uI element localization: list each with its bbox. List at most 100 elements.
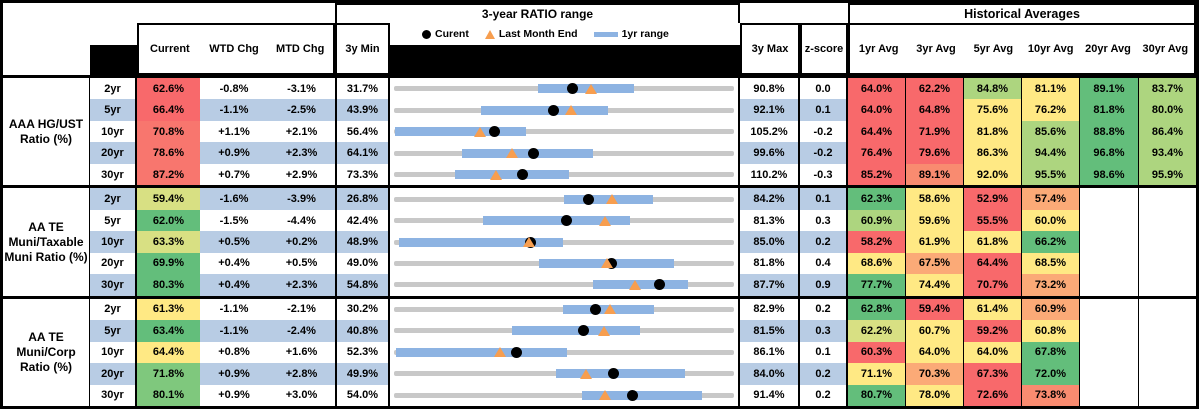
10yr-avg-cell: 60.0%	[1022, 209, 1080, 232]
table-row: 30yr 80.1% +0.9% +3.0% 54.0% 91.4% 0.2 80.7% 78.…	[90, 384, 1196, 406]
10yr-avg-cell: 76.2%	[1022, 99, 1080, 121]
table-row: 20yr 69.9% +0.4% +0.5% 49.0% 81.8% 0.4 68.6% 67.…	[90, 252, 1196, 275]
3y-max-cell: 81.3%	[740, 209, 800, 232]
group-label: AAA HG/UST Ratio (%)	[3, 78, 90, 186]
wtd-chg-cell: +0.7%	[200, 163, 268, 186]
average-columns-header: 1yr Avg 3yr Avg 5yr Avg 10yr Avg 20yr Av…	[848, 23, 1196, 75]
30yr-avg-cell	[1139, 298, 1196, 321]
5yr-avg-cell: 64.4%	[964, 252, 1022, 275]
table-body: AAA HG/UST Ratio (%) 2yr 62.6% -0.8% -3.1% 31…	[3, 78, 1196, 406]
mtd-chg-cell: -3.1%	[268, 78, 335, 100]
5yr-avg-cell: 75.6%	[964, 99, 1022, 121]
10yr-avg-cell: 85.6%	[1022, 120, 1080, 143]
chart-column-header: Curent Last Month End 1yr range	[390, 23, 740, 75]
3y-max-column-header: 3y Max	[740, 23, 800, 75]
3yr-avg-cell: 60.7%	[906, 320, 964, 342]
3yr-avg-cell: 78.0%	[906, 384, 964, 406]
3y-min-cell: 64.1%	[335, 142, 390, 164]
1yr-avg-cell: 68.6%	[848, 252, 906, 275]
current-value-cell: 87.2%	[137, 163, 200, 186]
wtd-chg-cell: +0.9%	[200, 384, 268, 406]
20yr-avg-cell	[1080, 363, 1139, 385]
range-chart-cell	[390, 142, 740, 164]
1yr-range-bar	[396, 347, 567, 357]
20yr-avg-column-header: 20yr Avg	[1085, 43, 1131, 55]
range-bar-icon	[593, 31, 618, 37]
z-score-cell: 0.2	[800, 298, 848, 321]
last-month-end-marker	[598, 325, 611, 336]
range-chart-cell	[390, 120, 740, 143]
5yr-avg-cell: 61.8%	[964, 231, 1022, 253]
tenor-cell: 5yr	[90, 209, 137, 232]
3yr-avg-cell: 58.6%	[906, 188, 964, 210]
3y-max-cell: 81.5%	[740, 320, 800, 342]
3y-max-cell: 82.9%	[740, 298, 800, 321]
range-chart-cell	[390, 78, 740, 100]
last-month-end-marker	[579, 368, 592, 379]
table-row: 30yr 80.3% +0.4% +2.3% 54.8% 87.7% 0.9 77.7% 74.…	[90, 274, 1196, 296]
5yr-avg-cell: 52.9%	[964, 188, 1022, 210]
3y-max-cell: 81.8%	[740, 252, 800, 275]
current-value-cell: 78.6%	[137, 142, 200, 164]
current-marker	[567, 83, 579, 95]
current-value-cell: 66.4%	[137, 99, 200, 121]
wtd-chg-cell: -0.8%	[200, 78, 268, 100]
30yr-avg-cell: 95.9%	[1139, 163, 1196, 186]
wtd-chg-cell: +0.9%	[200, 142, 268, 164]
chart-legend: Curent Last Month End 1yr range	[390, 23, 740, 45]
tenor-column-header-black-cell	[90, 45, 137, 75]
change-columns-header: Current WTD Chg MTD Chg	[137, 23, 335, 75]
20yr-avg-cell	[1080, 384, 1139, 406]
z-score-cell: -0.3	[800, 163, 848, 186]
z-score-cell: 0.1	[800, 99, 848, 121]
10yr-avg-column-header: 10yr Avg	[1027, 43, 1074, 55]
30yr-avg-cell	[1139, 363, 1196, 385]
tenor-cell: 30yr	[90, 384, 137, 406]
tenor-cell: 30yr	[90, 163, 137, 186]
3y-min-cell: 56.4%	[335, 120, 390, 143]
mtd-chg-cell: +2.3%	[268, 274, 335, 296]
20yr-avg-cell	[1080, 188, 1139, 210]
last-month-end-marker	[474, 126, 487, 137]
3yr-avg-cell: 89.1%	[906, 163, 964, 186]
1yr-avg-cell: 62.2%	[848, 320, 906, 342]
group-rows: 2yr 62.6% -0.8% -3.1% 31.7% 90.8% 0.0 64.0% 62.2…	[90, 78, 1196, 186]
current-marker	[548, 104, 560, 116]
range-chart-cell	[390, 188, 740, 210]
mtd-chg-cell: -2.4%	[268, 320, 335, 342]
30yr-avg-cell	[1139, 384, 1196, 406]
3yr-avg-cell: 64.0%	[906, 341, 964, 364]
current-marker	[590, 303, 602, 315]
5yr-avg-cell: 81.8%	[964, 120, 1022, 143]
wtd-chg-cell: +1.1%	[200, 120, 268, 143]
3yr-avg-cell: 64.8%	[906, 99, 964, 121]
group-label: AA TE Muni/Corp Ratio (%)	[3, 298, 90, 406]
1yr-avg-cell: 62.8%	[848, 298, 906, 321]
20yr-avg-cell: 96.8%	[1080, 142, 1139, 164]
current-value-cell: 59.4%	[137, 188, 200, 210]
current-marker	[627, 389, 639, 401]
1yr-avg-cell: 62.3%	[848, 188, 906, 210]
range-chart-cell	[390, 274, 740, 296]
3y-min-cell: 30.2%	[335, 298, 390, 321]
table-row: 2yr 59.4% -1.6% -3.9% 26.8% 84.2% 0.1 62.3% 58.6…	[90, 188, 1196, 210]
3yr-avg-cell: 70.3%	[906, 363, 964, 385]
wtd-chg-cell: -1.1%	[200, 99, 268, 121]
30yr-avg-cell: 86.4%	[1139, 120, 1196, 143]
table-row: 2yr 62.6% -0.8% -3.1% 31.7% 90.8% 0.0 64.0% 62.2…	[90, 78, 1196, 100]
tenor-cell: 5yr	[90, 99, 137, 121]
table-row: 2yr 61.3% -1.1% -2.1% 30.2% 82.9% 0.2 62.8% 59.4…	[90, 298, 1196, 321]
3yr-avg-cell: 59.6%	[906, 209, 964, 232]
last-month-end-marker	[490, 169, 502, 180]
wtd-chg-cell: +0.4%	[200, 274, 268, 296]
1yr-avg-cell: 64.0%	[848, 99, 906, 121]
3y-range-line	[394, 196, 734, 202]
mtd-chg-cell: +0.5%	[268, 252, 335, 275]
20yr-avg-cell	[1080, 341, 1139, 364]
3y-min-cell: 43.9%	[335, 99, 390, 121]
last-month-end-marker	[522, 237, 535, 248]
5yr-avg-cell: 84.8%	[964, 78, 1022, 100]
wtd-chg-cell: +0.9%	[200, 363, 268, 385]
current-value-cell: 64.4%	[137, 341, 200, 364]
3y-min-cell: 31.7%	[335, 78, 390, 100]
